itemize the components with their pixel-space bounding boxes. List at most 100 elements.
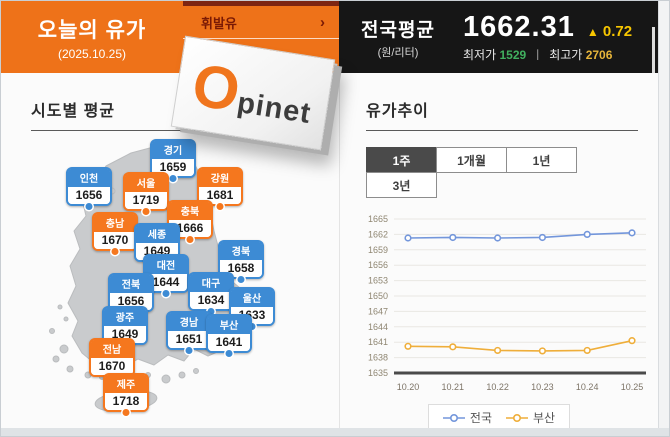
region-label[interactable]: 강원 1681 [197,167,243,210]
region-price: 1634 [190,292,232,309]
region-label[interactable]: 부산 1641 [206,314,252,357]
region-name: 충북 [169,202,211,220]
region-price: 1659 [152,159,194,176]
svg-text:1653: 1653 [368,276,388,286]
region-price: 1670 [94,232,136,249]
chart-legend: 전국 부산 [427,404,571,431]
national-average-label-wrap: 전국평균 (원/리터) [339,15,457,60]
region-name: 경남 [168,313,210,331]
legend-item[interactable]: 전국 [442,409,492,426]
svg-text:10.20: 10.20 [397,382,420,392]
data-point [628,229,636,237]
svg-text:1665: 1665 [368,214,388,224]
price-unit-label: (원/리터) [377,46,419,59]
header-orange: 오늘의 유가 (2025.10.25) 휘발유›경유 [1,1,339,73]
legend-item[interactable]: 부산 [506,409,555,426]
region-dot-icon [169,175,177,182]
minmax-divider: ㅣ [532,48,544,62]
svg-text:10.24: 10.24 [576,382,599,392]
region-dot-icon [248,323,256,330]
region-label[interactable]: 전남 1670 [89,338,135,381]
svg-text:1650: 1650 [368,291,388,301]
price-trend-panel: 유가추이 1주 1개월 1년 3년 1635 1638 1641 1644 1647 1650 1… [339,73,658,431]
region-price: 1681 [199,187,241,204]
page-title-wrap: 오늘의 유가 (2025.10.25) [1,1,183,73]
region-price: 1670 [91,358,133,375]
series-line [407,339,633,352]
region-name: 대전 [145,256,187,274]
data-point [494,346,502,355]
region-name: 광주 [104,308,146,326]
region-price: 1651 [168,331,210,348]
min-max-prices: 최저가 1529 ㅣ 최고가 2706 [463,46,658,63]
svg-text:10.25: 10.25 [621,382,644,392]
region-label[interactable]: 충남 1670 [92,212,138,255]
series-line [407,232,633,239]
region-name: 울산 [231,289,273,307]
svg-text:10.21: 10.21 [442,382,465,392]
trend-tab-2[interactable]: 1년 [506,147,577,173]
legend-marker-icon [506,413,528,422]
region-label[interactable]: 인천 1656 [66,167,112,210]
price-change: ▲ 0.72 [587,23,632,40]
trend-tab-1[interactable]: 1개월 [436,147,507,173]
region-label[interactable]: 경남 1651 [166,311,212,354]
trend-chart: 1635 1638 1641 1644 1647 1650 1653 1656 1659 1662… [348,205,658,404]
fuel-menu-label: 휘발유 [201,15,237,31]
national-price-wrap: 1662.31 ▲ 0.72 최저가 1529 ㅣ 최고가 2706 [457,11,658,63]
trend-section-title: 유가추이 [366,103,429,120]
trend-tab-0[interactable]: 1주 [366,147,437,173]
region-price: 1641 [208,334,250,351]
lowest-price-label: 최저가 [463,48,497,62]
region-average-panel: 시도별 평균 경기 1659 인천 1656 서울 1719 강원 1681 충북 1666 충남 1… [1,73,339,428]
national-average-price: 1662.31 [463,11,575,43]
svg-text:10.22: 10.22 [486,382,509,392]
trend-tab-3[interactable]: 3년 [366,172,437,198]
region-label[interactable]: 전북 1656 [108,273,154,316]
region-dot-icon [122,409,130,416]
lowest-price-value: 1529 [499,48,527,62]
region-label[interactable]: 울산 1633 [229,287,275,330]
region-dot-icon [207,308,215,315]
data-point [449,233,457,242]
region-dot-icon [111,248,119,255]
fuel-menu-item-gasoline[interactable]: 휘발유 › [183,6,339,39]
highest-price-label: 최고가 [549,48,583,62]
region-name: 경북 [220,242,262,260]
region-name: 충남 [94,214,136,232]
data-point [449,343,457,351]
svg-text:1656: 1656 [368,260,388,270]
data-point [538,347,546,355]
region-price: 1644 [145,274,187,291]
region-price: 1666 [169,220,211,237]
page-date: (2025.10.25) [57,46,127,61]
region-dot-icon [142,208,150,215]
up-triangle-icon: ▲ [586,25,599,39]
data-point [494,234,502,242]
svg-text:10.23: 10.23 [531,382,554,392]
region-dot-icon [225,350,233,357]
svg-text:1638: 1638 [368,353,388,363]
page-title: 오늘의 유가 [37,18,147,42]
region-label[interactable]: 제주 1718 [103,373,149,416]
region-price: 1718 [105,393,147,410]
data-point [583,346,591,355]
region-dot-icon [162,290,170,297]
region-price: 1719 [125,192,167,209]
region-name: 경기 [152,141,194,159]
data-point [404,342,412,350]
highest-price-value: 2706 [585,48,613,62]
legend-marker-icon [442,413,465,422]
region-label[interactable]: 경기 1659 [150,139,196,182]
opinet-logo-text: pinet [234,86,314,131]
data-point [538,233,546,242]
region-label[interactable]: 대구 1634 [188,272,234,315]
region-name: 대구 [190,274,232,292]
region-dot-icon [185,347,193,354]
region-label[interactable]: 서울 1719 [123,172,169,215]
svg-text:1635: 1635 [368,368,388,378]
line-chart: 1635 1638 1641 1644 1647 1650 1653 1656 1659 1662… [368,214,646,392]
trend-period-tabs: 1주 1개월 1년 3년 [366,147,580,198]
data-point [628,337,636,345]
region-price: 1656 [68,187,110,204]
